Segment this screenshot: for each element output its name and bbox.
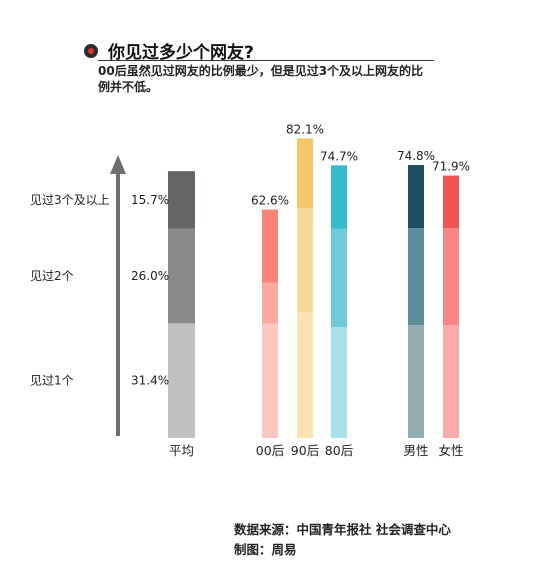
bar-gender-2-segment-3 — [443, 175, 459, 229]
bar-gender-1-segment-3 — [408, 164, 424, 229]
bar-age-3-segment-3 — [331, 165, 347, 229]
bar-total-label-age-1: 62.6% — [251, 194, 289, 208]
x-tick-label-average: 平均 — [169, 443, 194, 458]
chart-credit: 制图：周易 — [234, 542, 297, 557]
data-source: 数据来源：中国青年报社 社会调查中心 — [234, 522, 451, 537]
stack-level-label-2: 见过2个 — [30, 269, 74, 283]
bar-age-1-segment-3 — [262, 209, 278, 283]
average-value-label-3: 15.7% — [131, 193, 169, 207]
bar-age-3-segment-1 — [331, 327, 347, 438]
average-bar-segment-2 — [168, 228, 195, 324]
bar-gender-1-segment-1 — [408, 325, 424, 438]
average-value-label-1: 31.4% — [131, 374, 169, 388]
average-bar-segment-1 — [168, 323, 195, 438]
x-tick-label-age-3: 80后 — [325, 443, 353, 458]
title-row: 你见过多少个网友? — [84, 38, 254, 63]
stack-level-label-3: 见过3个及以上 — [30, 193, 110, 207]
chart-title: 你见过多少个网友? — [108, 43, 254, 63]
bar-age-1-segment-1 — [262, 323, 278, 438]
bar-age-1-segment-2 — [262, 282, 278, 324]
x-tick-label-age-1: 00后 — [256, 443, 284, 458]
chart-subtitle: 00后虽然见过网友的比例最少，但是见过3个及以上网友的比例并不低。 — [98, 64, 424, 94]
x-tick-label-age-2: 90后 — [291, 443, 319, 458]
bar-age-2-segment-2 — [297, 208, 313, 313]
average-value-label-2: 26.0% — [131, 269, 169, 283]
bar-total-label-gender-2: 71.9% — [432, 160, 470, 174]
bar-age-2-segment-1 — [297, 312, 313, 438]
bar-total-label-age-3: 74.7% — [320, 149, 358, 163]
title-bullet-icon — [84, 43, 98, 58]
x-tick-label-gender-1: 男性 — [403, 443, 428, 458]
bar-total-label-gender-1: 74.8% — [397, 149, 435, 163]
average-bar-segment-3 — [168, 171, 195, 229]
bar-gender-1-segment-2 — [408, 228, 424, 326]
stack-level-label-1: 见过1个 — [30, 374, 74, 388]
bar-age-2-segment-3 — [297, 138, 313, 209]
bar-gender-2-segment-2 — [443, 228, 459, 326]
bar-gender-2-segment-1 — [443, 325, 459, 438]
title-underline — [98, 60, 434, 61]
y-axis-arrow-head — [110, 155, 126, 174]
bar-total-label-age-2: 82.1% — [286, 122, 324, 136]
bar-age-3-segment-2 — [331, 228, 347, 328]
x-tick-label-gender-2: 女性 — [438, 443, 463, 458]
